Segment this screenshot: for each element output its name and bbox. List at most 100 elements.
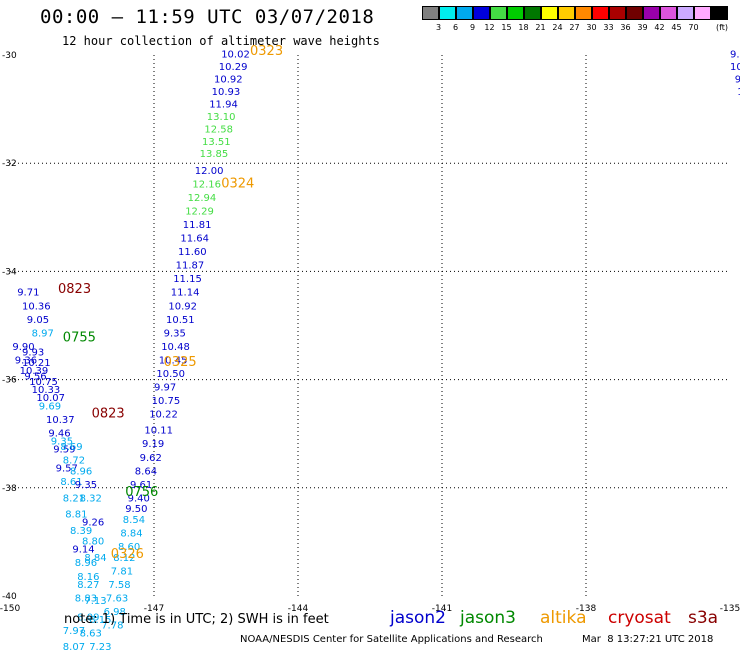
wave-height-value: 8.64	[135, 466, 157, 477]
legend-swatch	[490, 6, 507, 20]
wave-height-value: 9.14	[72, 545, 94, 556]
wave-height-value: 9.56	[24, 372, 46, 383]
wave-height-value: 13.85	[200, 149, 229, 160]
wave-height-value: 10.39	[20, 366, 49, 377]
legend-swatch	[524, 6, 541, 20]
wave-height-value: 11.87	[176, 261, 205, 272]
wave-height-value: 9.8	[735, 75, 740, 86]
wave-height-value: 10.92	[168, 301, 197, 312]
wave-height-value: 8.61	[60, 477, 82, 488]
wave-height-value: 9.93	[22, 347, 44, 358]
legend-swatch	[575, 6, 592, 20]
legend-swatch	[711, 6, 728, 20]
wave-height-value: 8.27	[77, 580, 99, 591]
satellite-name-s3a: s3a	[688, 608, 719, 628]
legend-swatch	[558, 6, 575, 20]
satellite-name-jason2: jason2	[390, 608, 446, 628]
wave-height-value: 7.63	[106, 593, 128, 604]
wave-height-value: 11.14	[171, 288, 200, 299]
wave-height-value: 6.98	[104, 607, 126, 618]
generation-timestamp: Mar 8 13:27:21 UTC 2018	[582, 634, 714, 645]
wave-height-value: 9.90	[12, 342, 34, 353]
wave-height-value: 11.15	[173, 274, 202, 285]
wave-height-value: 9.46	[48, 428, 70, 439]
wave-height-value: 8.07	[63, 642, 85, 650]
legend-label: 3	[435, 23, 442, 32]
wave-height-value: 11.60	[178, 247, 207, 258]
wave-height-value: 10.22	[149, 409, 178, 420]
wave-height-value: 10.1	[730, 62, 740, 73]
lat-tick-label: -34	[2, 267, 17, 277]
lon-tick-label: -150	[0, 604, 20, 614]
legend-label: 9	[469, 23, 476, 32]
wave-height-value: 8.15	[89, 615, 111, 626]
wave-height-value: 8.12	[113, 553, 135, 564]
legend-swatch	[456, 6, 473, 20]
legend-label: 45	[671, 23, 682, 32]
wave-height-value: 12.16	[192, 180, 221, 191]
wave-height-value: 8.69	[60, 442, 82, 453]
lat-tick-label: -30	[2, 51, 17, 61]
wave-height-value: 10.45	[159, 355, 188, 366]
legend-swatch	[626, 6, 643, 20]
wave-height-value: 9.71	[17, 288, 39, 299]
wave-height-value: 11.64	[180, 234, 209, 245]
legend-swatch	[609, 6, 626, 20]
wave-height-value: 7.23	[89, 642, 111, 650]
wave-height-value: 8.96	[75, 558, 97, 569]
wave-height-value: 8.84	[120, 528, 142, 539]
legend-label: 6	[452, 23, 459, 32]
wave-height-value: 8.83	[75, 593, 97, 604]
legend-swatch	[643, 6, 660, 20]
wave-height-value: 8.97	[32, 328, 54, 339]
wave-height-value: 7.13	[84, 596, 106, 607]
wave-height-value: 9.35	[75, 480, 97, 491]
wave-height-value: 8.63	[80, 629, 102, 640]
lon-tick-label: -144	[288, 604, 309, 614]
pass-time-label: 0324	[221, 177, 254, 192]
satellite-name-jason3: jason3	[460, 608, 516, 628]
credit-line: NOAA/NESDIS Center for Satellite Applica…	[240, 634, 543, 645]
pass-time-label: 0756	[125, 485, 158, 500]
page-subtitle: 12 hour collection of altimeter wave hei…	[62, 34, 380, 48]
satellite-name-altika: altika	[540, 608, 587, 628]
wave-height-value: 10.75	[29, 377, 58, 388]
legend-label: 42	[654, 23, 665, 32]
wave-height-value: 10.37	[46, 415, 75, 426]
lat-tick-label: -32	[2, 159, 17, 169]
wave-height-value: 8.96	[70, 466, 92, 477]
wave-height-value: 12.29	[185, 207, 214, 218]
pass-time-label: 0755	[63, 331, 96, 346]
wave-height-value: 12.58	[204, 124, 233, 135]
wave-height-value: 8.16	[77, 572, 99, 583]
wave-height-value: 9.69	[39, 401, 61, 412]
legend-label: 30	[586, 23, 597, 32]
wave-height-value: 10.02	[221, 50, 250, 61]
wave-height-value: 8.72	[63, 455, 85, 466]
legend-swatch	[507, 6, 524, 20]
wave-height-value: 10.93	[212, 87, 241, 98]
wave-height-value: 8.80	[82, 537, 104, 548]
wave-height-value: 9.97	[154, 382, 176, 393]
legend-label: 21	[535, 23, 546, 32]
lon-tick-label: -135	[720, 604, 740, 614]
legend-label: 39	[637, 23, 648, 32]
wave-height-value: 13.10	[207, 112, 236, 123]
wave-height-value: 10.29	[219, 62, 248, 73]
legend-label: 12	[484, 23, 495, 32]
legend-label: 24	[552, 23, 563, 32]
pass-time-label: 0326	[111, 547, 144, 562]
wave-height-value: 8.39	[70, 526, 92, 537]
pass-time-label: 0325	[164, 355, 197, 370]
lat-tick-label: -38	[2, 484, 17, 494]
wave-height-value: 9.59	[53, 445, 75, 456]
wave-height-value: 9.62	[140, 453, 162, 464]
wave-height-value: 8.21	[63, 493, 85, 504]
legend-swatch	[473, 6, 490, 20]
wave-height-value: 9.40	[128, 493, 150, 504]
wave-height-value: 10.51	[166, 315, 195, 326]
wave-height-value: 9.19	[142, 439, 164, 450]
wave-height-value: 9.36	[15, 355, 37, 366]
legend-label: 15	[501, 23, 512, 32]
legend-swatch	[439, 6, 456, 20]
